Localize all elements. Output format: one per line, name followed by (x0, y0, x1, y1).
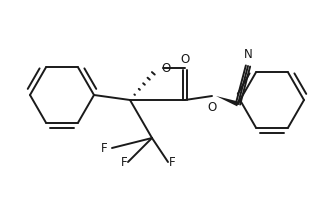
Text: O: O (180, 53, 190, 66)
Text: O: O (207, 101, 216, 114)
Text: N: N (244, 48, 252, 61)
Polygon shape (216, 96, 239, 106)
Text: O: O (161, 62, 170, 74)
Text: F: F (101, 142, 108, 154)
Text: F: F (121, 155, 127, 168)
Text: F: F (169, 155, 175, 168)
